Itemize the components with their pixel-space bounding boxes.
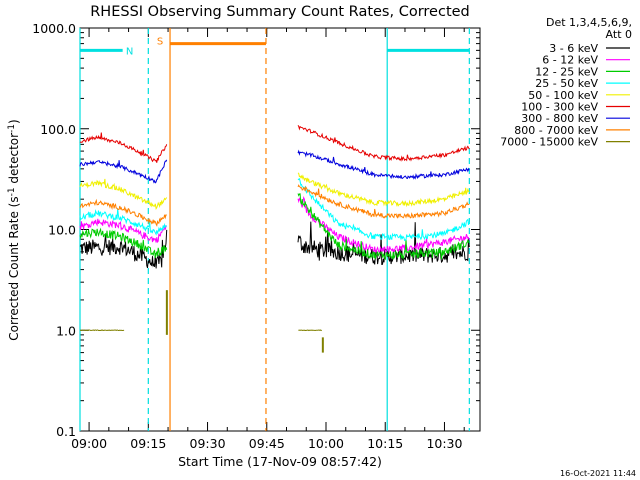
series-line-0-seg1 — [79, 229, 168, 269]
legend-header-line2: Att 0 — [606, 28, 632, 41]
series-line-4-seg2 — [297, 172, 470, 208]
series-line-8-seg2 — [298, 329, 322, 332]
series-line-5-seg1 — [79, 132, 168, 163]
y-tick-label: 10.0 — [48, 223, 76, 238]
series-line-1-seg1 — [79, 218, 167, 244]
x-tick-label: 09:45 — [249, 436, 285, 451]
series-line-3-seg1 — [79, 208, 168, 236]
x-tick-label: 09:00 — [71, 436, 107, 451]
x-tick-label: 10:15 — [367, 436, 403, 451]
legend-item-label-0: 3 - 6 keV — [549, 42, 598, 55]
plot-frame — [79, 27, 481, 432]
y-tick-label: 0.1 — [56, 424, 76, 439]
legend-item-label-2: 12 - 25 keV — [535, 65, 598, 78]
series-line-7-seg2 — [297, 184, 470, 219]
legend-item-label-3: 25 - 50 keV — [535, 77, 598, 90]
flag-label-n: N — [126, 46, 133, 57]
legend-item-label-6: 300 - 800 keV — [521, 112, 598, 125]
x-tick-label: 09:15 — [130, 436, 166, 451]
series-line-8-seg1 — [80, 329, 125, 332]
y-axis-label: Corrected Count Rate (s-1 detector-1) — [7, 119, 21, 340]
y-tick-label: 1000.0 — [32, 21, 76, 36]
series-line-4-seg1 — [79, 178, 168, 210]
series-line-6-seg1 — [79, 159, 168, 184]
series-line-7-seg1 — [79, 198, 167, 227]
x-tick-label: 10:30 — [426, 436, 462, 451]
series-line-1-seg2 — [297, 195, 470, 255]
legend-item-label-5: 100 - 300 keV — [521, 101, 598, 114]
x-tick-label: 09:30 — [190, 436, 226, 451]
legend-header-line1: Det 1,3,4,5,6,9, — [546, 16, 632, 29]
x-tick-label: 10:00 — [308, 436, 344, 451]
legend-item-label-8: 7000 - 15000 keV — [500, 136, 598, 149]
footer-timestamp: 16-Oct-2021 11:44 — [560, 469, 636, 478]
y-tick-label: 100.0 — [40, 122, 76, 137]
legend-item-label-7: 800 - 7000 keV — [514, 124, 598, 137]
y-tick-label: 1.0 — [56, 323, 76, 338]
legend-item-label-1: 6 - 12 keV — [542, 54, 598, 67]
series-line-6-seg2 — [297, 149, 470, 180]
series-line-2-seg2 — [297, 193, 470, 261]
legend-item-label-4: 50 - 100 keV — [528, 89, 598, 102]
series-line-3-seg2 — [297, 178, 470, 242]
series-line-5-seg2 — [297, 125, 470, 162]
flag-label-s: S — [157, 37, 163, 48]
x-axis-label: Start Time (17-Nov-09 08:57:42) — [178, 454, 382, 469]
series-line-2-seg1 — [79, 227, 168, 259]
chart-title: RHESSI Observing Summary Count Rates, Co… — [90, 4, 470, 20]
